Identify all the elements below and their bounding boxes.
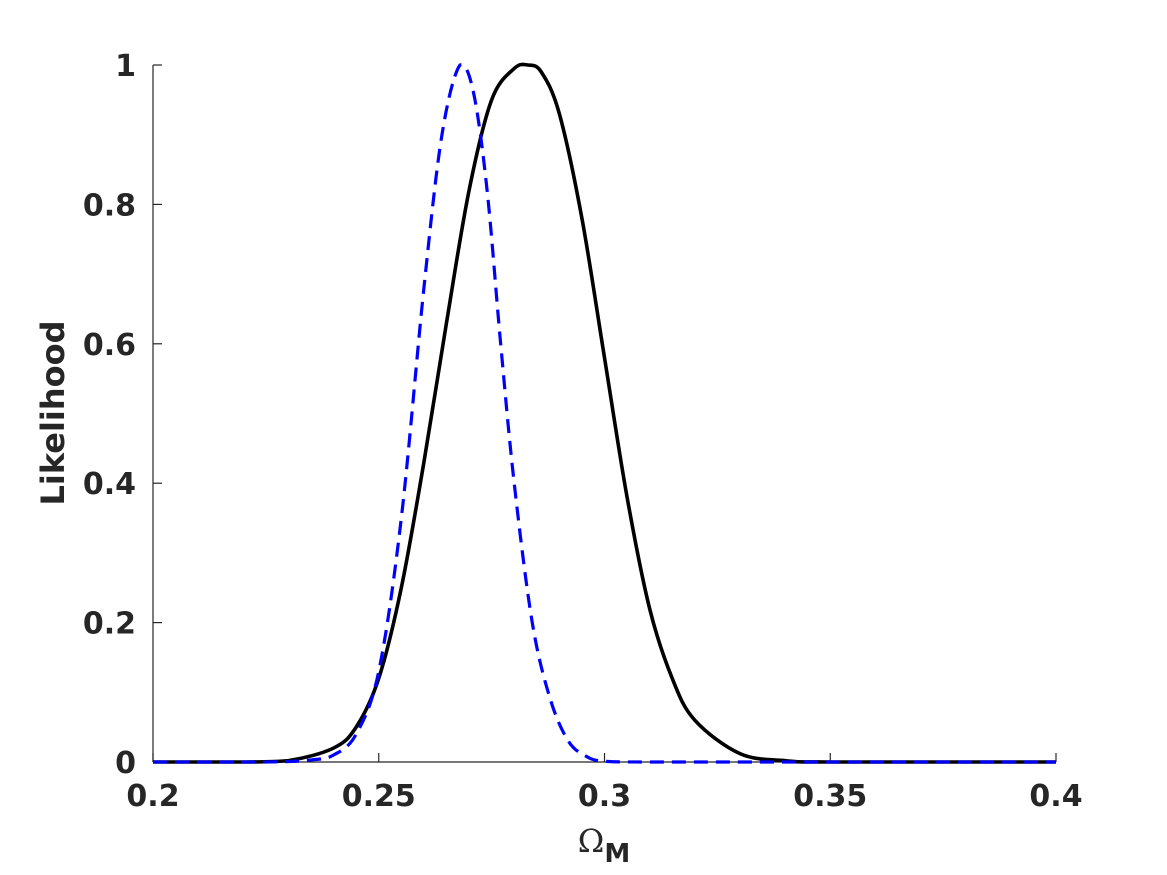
x-axis-label: ΩM xyxy=(578,822,630,869)
y-tick-label: 1 xyxy=(115,49,136,84)
x-tick-label: 0.4 xyxy=(1029,779,1082,814)
y-tick-label: 0.4 xyxy=(83,467,136,502)
solid-black-series-line xyxy=(153,62,1056,764)
x-tick-label: 0.3 xyxy=(578,779,631,814)
x-axis-label-subscript: M xyxy=(604,839,630,869)
x-tick-label: 0.35 xyxy=(793,779,867,814)
x-tick-label: 0.25 xyxy=(342,779,416,814)
axes xyxy=(152,64,1057,763)
x-tick-label: 0.2 xyxy=(126,779,179,814)
y-tick-label: 0.2 xyxy=(83,607,136,642)
series-layer xyxy=(153,62,1056,764)
dashed-blue-series-line xyxy=(153,63,1056,764)
y-tick-label: 0.8 xyxy=(83,188,136,223)
x-axis-label-symbol: Ω xyxy=(578,822,605,860)
y-tick-label: 0 xyxy=(115,746,136,781)
tick-labels: 0.2 0.25 0.3 0.35 0.400.20.40.60.81 xyxy=(83,49,1083,814)
y-axis-label: Likelihood xyxy=(34,320,72,505)
y-tick-label: 0.6 xyxy=(83,328,136,363)
